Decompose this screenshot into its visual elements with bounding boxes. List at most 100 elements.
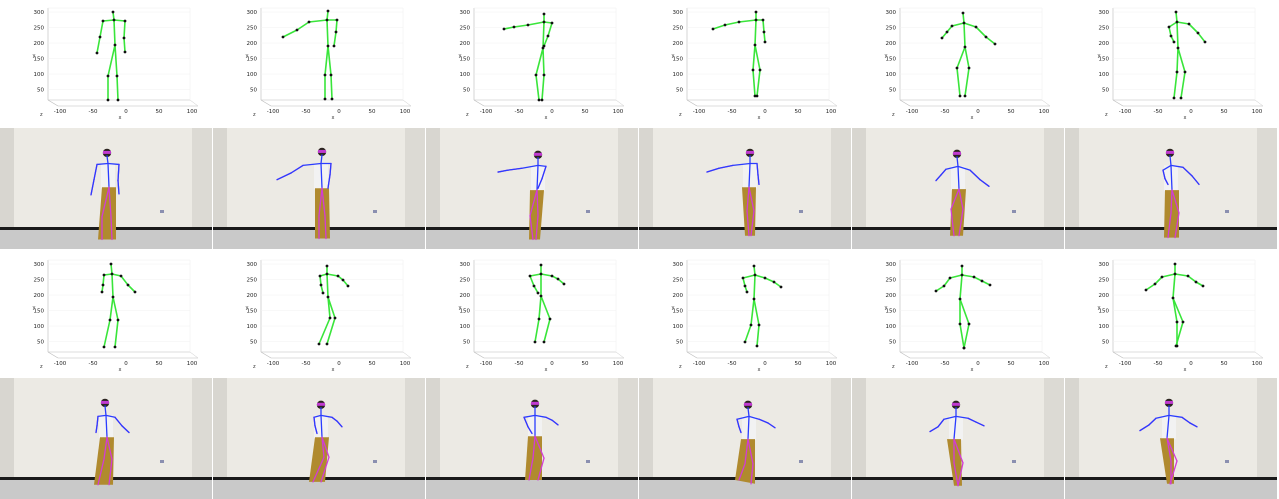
overlay-bone <box>528 457 534 481</box>
axis-line <box>615 351 625 359</box>
joint <box>755 94 759 98</box>
overlay-arm <box>537 178 543 189</box>
x-tick-label: 50 <box>795 109 802 115</box>
joint <box>753 43 757 47</box>
face-marker <box>318 149 326 153</box>
y-tick-label: 250 <box>247 278 258 284</box>
joint <box>942 284 946 288</box>
overlay-arm <box>117 163 120 182</box>
overlay-bone <box>537 164 547 167</box>
joint <box>336 274 340 278</box>
overlay-bone <box>957 165 960 190</box>
bone <box>754 19 757 46</box>
face-marker <box>953 151 961 155</box>
shirt <box>1162 415 1176 440</box>
bone <box>102 19 115 22</box>
x-tick-label: 100 <box>187 109 198 115</box>
y-tick-label: 100 <box>34 72 45 78</box>
overlay-bone <box>748 186 755 212</box>
joint <box>539 272 543 276</box>
joint <box>963 94 967 98</box>
x-tick-label: 100 <box>1039 361 1050 367</box>
joint <box>1160 275 1164 279</box>
y-tick-label: 150 <box>1099 57 1110 63</box>
joint <box>116 98 120 102</box>
skeleton <box>1144 262 1205 348</box>
bone <box>949 274 963 279</box>
y-axis-letter: y <box>459 305 462 311</box>
bone <box>1172 297 1178 323</box>
overlay-arm <box>738 426 742 434</box>
bone <box>956 46 966 69</box>
bone <box>529 275 535 287</box>
overlay-arm <box>551 419 559 426</box>
skeleton <box>281 9 339 101</box>
x-axis-letter: x <box>545 367 548 373</box>
x-tick-label: 50 <box>1008 109 1015 115</box>
bone <box>1173 71 1178 99</box>
left-wall-edge <box>213 378 227 499</box>
z-axis-letter: z <box>40 364 43 370</box>
x-axis-letter: x <box>1184 367 1187 373</box>
x-tick-label: 50 <box>369 361 376 367</box>
bone <box>330 74 333 100</box>
overlay-arm <box>1164 178 1169 186</box>
joint <box>741 276 745 280</box>
y-tick-label: 50 <box>889 340 896 346</box>
plot-axes: 300 250 200 150 100 50 -100 -50 0 50 100 y z x <box>33 259 199 373</box>
axis-line <box>1041 351 1051 359</box>
bone <box>542 47 545 76</box>
joint <box>1183 70 1187 74</box>
overlay-bone <box>537 457 545 481</box>
axis-line <box>189 351 199 359</box>
y-tick-label: 50 <box>676 88 683 94</box>
axis-line <box>473 351 485 359</box>
overlay-bone <box>748 162 751 188</box>
right-wall-panel <box>1257 378 1277 499</box>
x-tick-label: 50 <box>1221 109 1228 115</box>
skeleton-plot-5: 300 250 200 150 100 50 -100 -50 0 50 100 y z x <box>1065 0 1277 124</box>
overlay-arm <box>1162 169 1166 180</box>
joint <box>548 317 552 321</box>
joint <box>1172 40 1176 44</box>
joint <box>108 318 112 322</box>
y-tick-label: 250 <box>673 278 684 284</box>
bone <box>756 69 761 97</box>
joint <box>102 345 106 349</box>
y-tick-label: 150 <box>460 309 471 315</box>
overlay-bone <box>536 164 539 191</box>
overlay-bone <box>1155 414 1170 419</box>
overlay-arm <box>336 420 343 428</box>
y-axis-letter: y <box>33 305 36 311</box>
y-tick-label: 200 <box>34 41 45 47</box>
joint <box>528 274 532 278</box>
skeleton-plot-14: 300 250 200 150 100 50 -100 -50 0 50 100 y z x <box>426 252 638 376</box>
bone <box>541 74 545 101</box>
overlay-bone <box>945 165 959 170</box>
video-frame-9 <box>639 128 851 249</box>
overlay-bone <box>107 162 120 166</box>
bone <box>326 317 336 345</box>
joint <box>967 66 971 70</box>
joint <box>307 20 311 24</box>
pose-overlay <box>1139 400 1198 485</box>
bone <box>943 277 951 287</box>
y-tick-label: 200 <box>886 293 897 299</box>
axis-line <box>615 99 625 107</box>
overlay-bone <box>318 187 323 217</box>
joint <box>333 316 337 320</box>
joint <box>1175 70 1179 74</box>
floor <box>852 479 1064 499</box>
left-wall-edge <box>0 378 14 499</box>
x-tick-label: -100 <box>693 361 706 367</box>
bone <box>724 21 740 26</box>
overlay-arm <box>937 418 945 428</box>
joint <box>542 73 546 77</box>
bone <box>123 37 126 53</box>
bone <box>1172 297 1184 323</box>
overlay-bone <box>953 415 957 440</box>
axis-line <box>686 351 698 359</box>
overlay-arm <box>767 422 776 429</box>
overlay-arm <box>327 174 331 189</box>
joint <box>319 283 323 287</box>
